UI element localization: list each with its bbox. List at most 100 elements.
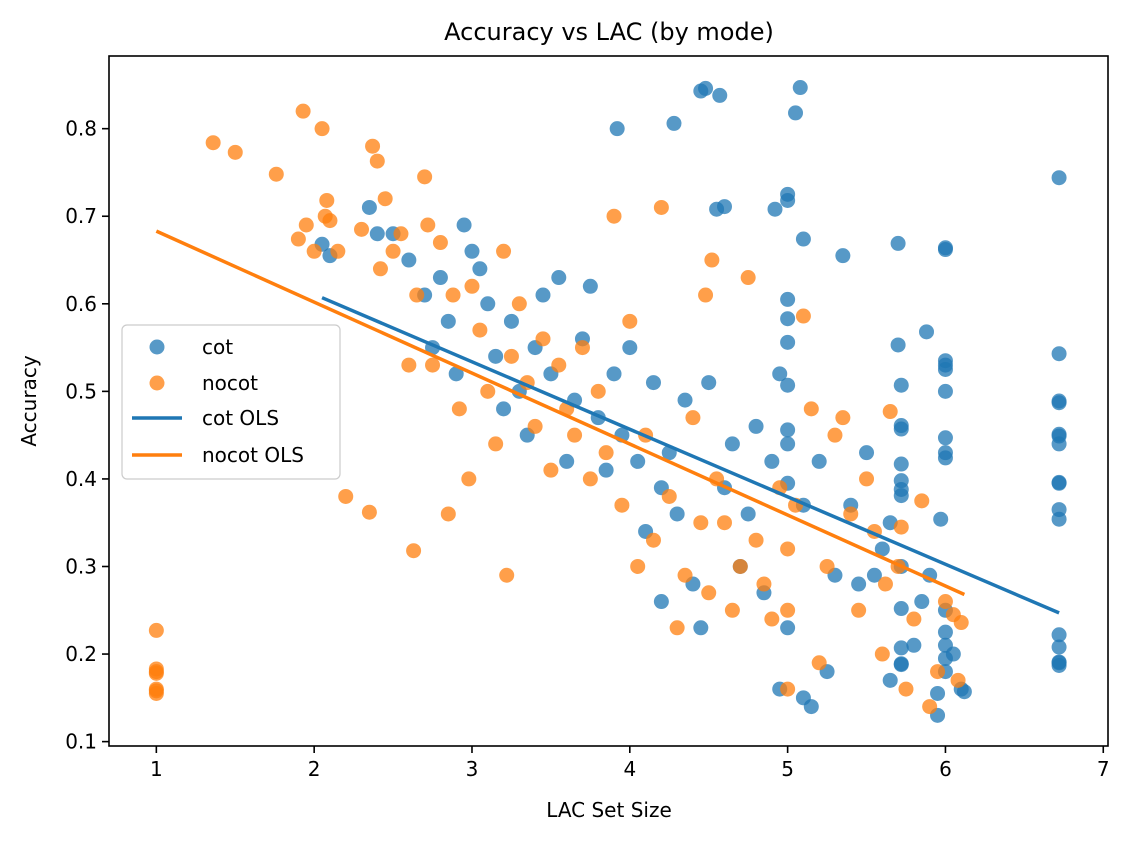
cot-point bbox=[724, 436, 740, 452]
cot-point bbox=[669, 506, 685, 522]
nocot-point bbox=[843, 506, 859, 522]
cot-point bbox=[717, 199, 732, 215]
cot-point bbox=[677, 392, 693, 408]
legend-cot-marker bbox=[149, 339, 165, 355]
x-tick-label: 7 bbox=[1097, 757, 1110, 781]
nocot-point bbox=[472, 322, 488, 338]
nocot-point bbox=[698, 287, 714, 303]
cot-point bbox=[937, 361, 953, 377]
cot-point bbox=[811, 453, 827, 469]
cot-point bbox=[930, 685, 946, 701]
cot-point bbox=[780, 311, 796, 327]
legend-frame bbox=[121, 324, 341, 480]
cot-point bbox=[906, 637, 922, 653]
chart-title: Accuracy vs LAC (by mode) bbox=[444, 18, 774, 46]
nocot-point bbox=[480, 383, 496, 399]
nocot-point bbox=[148, 685, 164, 701]
cot-point bbox=[464, 243, 480, 259]
cot-point bbox=[780, 291, 796, 307]
cot-point bbox=[767, 201, 783, 217]
y-tick-label: 0.6 bbox=[65, 292, 97, 316]
nocot-point bbox=[819, 558, 835, 574]
legend-nocot-ols-label: nocot OLS bbox=[202, 443, 304, 467]
nocot-point bbox=[827, 427, 843, 443]
nocot-point bbox=[496, 243, 512, 259]
nocot-point bbox=[306, 243, 322, 259]
axis-ticks: 1 2 3 4 5 6 7 0.1 0.2 0.3 0.4 0.5 0.6 0.7 0.8 bbox=[65, 117, 1109, 781]
cot-point bbox=[780, 334, 796, 350]
cot-point bbox=[432, 270, 448, 286]
cot-point bbox=[893, 488, 909, 504]
x-tick-label: 4 bbox=[623, 757, 636, 781]
cot-point bbox=[698, 80, 714, 96]
nocot-point bbox=[445, 287, 461, 303]
cot-point bbox=[645, 375, 661, 391]
cot-point bbox=[456, 217, 472, 233]
nocot-point bbox=[451, 401, 467, 417]
nocot-point bbox=[953, 615, 969, 631]
nocot-point bbox=[527, 418, 543, 434]
y-axis-label: Accuracy bbox=[17, 355, 41, 446]
cot-point bbox=[859, 445, 875, 461]
nocot-point bbox=[780, 541, 796, 557]
plot-area bbox=[148, 80, 1067, 723]
nocot-point bbox=[950, 672, 966, 688]
nocot-point bbox=[851, 602, 867, 618]
cot-point bbox=[496, 401, 512, 417]
cot-point bbox=[472, 261, 488, 277]
nocot-point bbox=[764, 611, 780, 627]
nocot-point bbox=[717, 515, 732, 531]
cot-point bbox=[653, 594, 669, 610]
nocot-point bbox=[598, 445, 614, 461]
cot-point bbox=[361, 199, 377, 215]
nocot-point bbox=[922, 699, 938, 715]
nocot-point bbox=[401, 357, 417, 373]
nocot-point bbox=[365, 138, 381, 154]
nocot-point bbox=[409, 287, 425, 303]
cot-point bbox=[606, 366, 622, 382]
nocot-point bbox=[606, 208, 622, 224]
nocot-point bbox=[420, 217, 436, 233]
cot-point bbox=[503, 313, 519, 329]
cot-ols-line bbox=[321, 296, 1060, 615]
cot-point bbox=[1051, 346, 1067, 362]
legend-cot-ols-label: cot OLS bbox=[202, 406, 279, 430]
nocot-point bbox=[461, 471, 477, 487]
nocot-point bbox=[630, 558, 646, 574]
cot-point bbox=[956, 684, 972, 700]
cot-point bbox=[712, 87, 728, 103]
y-tick-label: 0.3 bbox=[65, 554, 97, 578]
legend-nocot-label: nocot bbox=[202, 371, 258, 395]
x-tick-label: 3 bbox=[466, 757, 479, 781]
nocot-point bbox=[661, 488, 677, 504]
cot-point bbox=[893, 421, 909, 437]
y-tick-label: 0.4 bbox=[65, 467, 97, 491]
nocot-point bbox=[930, 664, 946, 680]
nocot-point bbox=[677, 567, 693, 583]
nocot-point bbox=[780, 681, 796, 697]
nocot-point bbox=[748, 532, 764, 548]
legend-nocot-marker bbox=[149, 375, 165, 391]
cot-point bbox=[748, 418, 764, 434]
cot-point bbox=[937, 242, 953, 258]
x-axis-label: LAC Set Size bbox=[546, 798, 672, 822]
nocot-point bbox=[937, 594, 953, 610]
nocot-point bbox=[369, 153, 385, 169]
cot-point bbox=[937, 624, 953, 640]
nocot-point bbox=[488, 436, 504, 452]
cot-point bbox=[890, 235, 906, 251]
nocot-point bbox=[811, 655, 827, 671]
x-tick-label: 5 bbox=[781, 757, 794, 781]
cot-point bbox=[795, 231, 811, 247]
y-tick-label: 0.7 bbox=[65, 204, 97, 228]
nocot-point bbox=[693, 515, 709, 531]
nocot-point bbox=[385, 243, 401, 259]
cot-point bbox=[1051, 436, 1067, 452]
cot-point bbox=[480, 296, 496, 312]
nocot-point bbox=[877, 576, 893, 592]
nocot-point bbox=[551, 357, 567, 373]
nocot-point bbox=[756, 576, 772, 592]
nocot-point bbox=[803, 401, 819, 417]
cot-point bbox=[609, 121, 625, 137]
